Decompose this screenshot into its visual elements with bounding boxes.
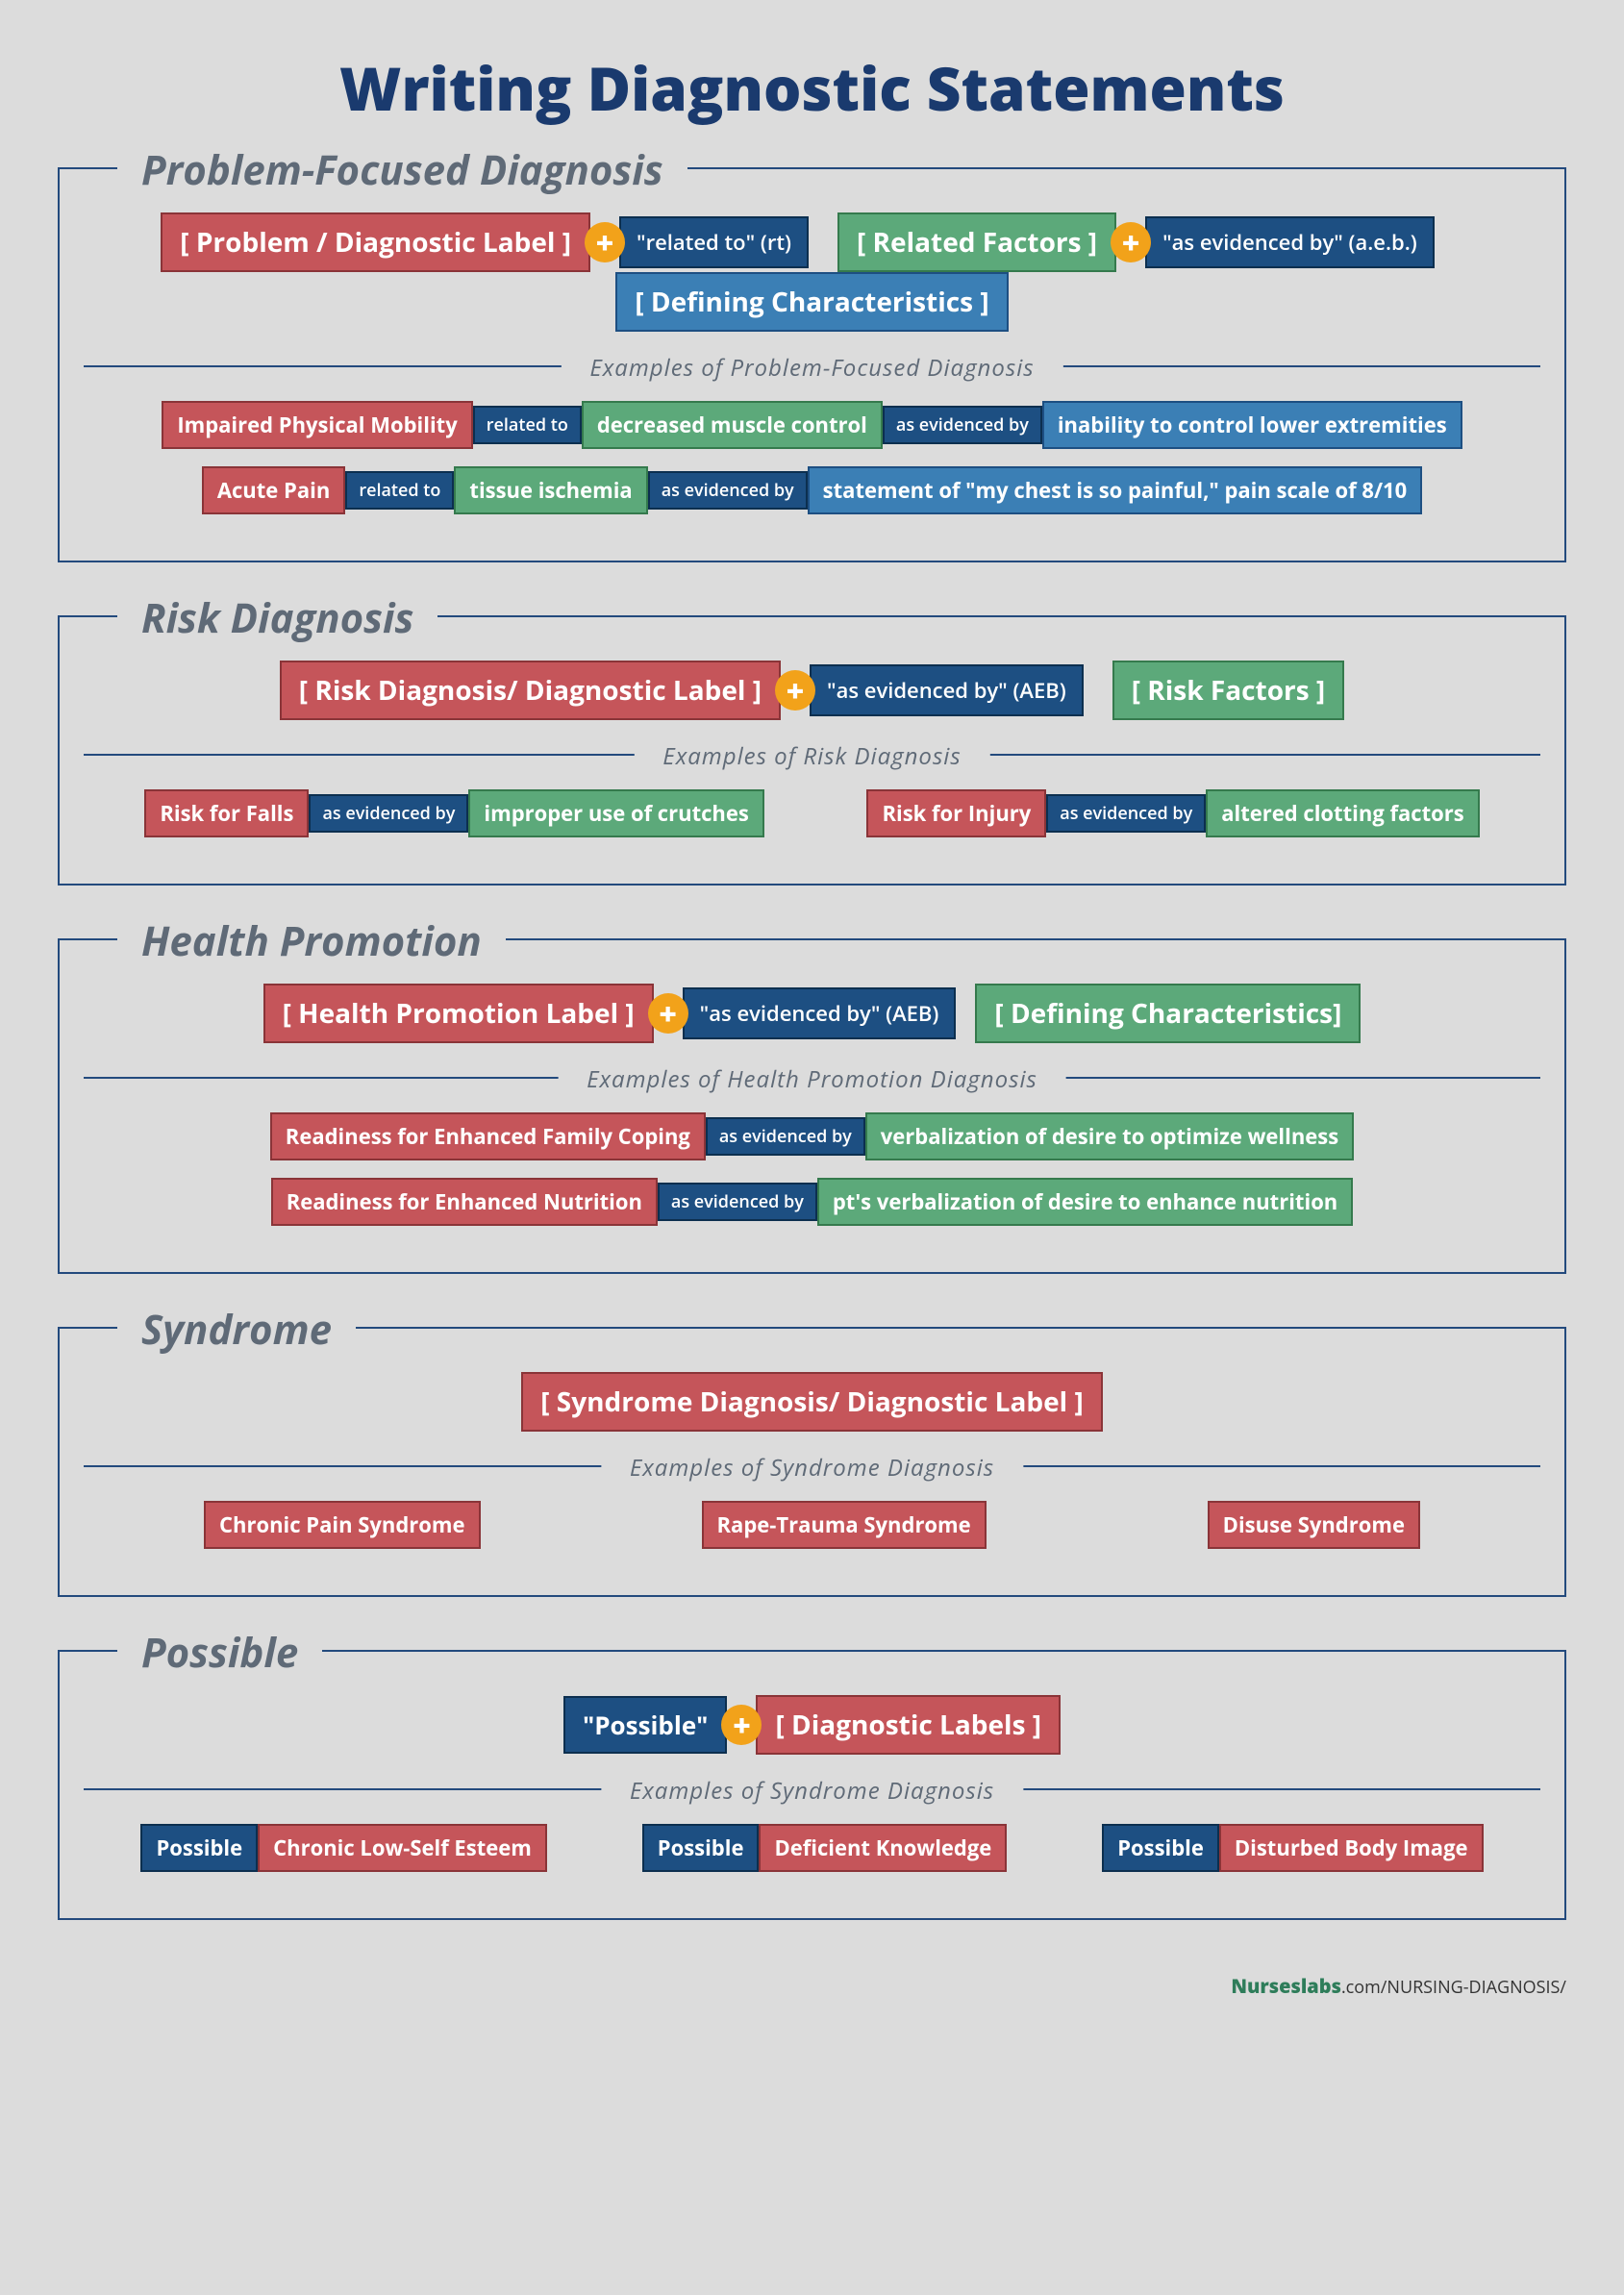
examples-title: Examples of Syndrome Diagnosis xyxy=(601,1452,1023,1484)
examples-block: Examples of Health Promotion Diagnosis R… xyxy=(84,1077,1540,1226)
label-health-promotion: [ Health Promotion Label ] xyxy=(263,984,654,1043)
ex-syndrome: Chronic Pain Syndrome xyxy=(204,1501,481,1549)
footer-brand: Nurseslabs xyxy=(1231,1973,1341,1999)
ex-connector: as evidenced by xyxy=(309,794,468,833)
section-risk: Risk Diagnosis [ Risk Diagnosis/ Diagnos… xyxy=(58,615,1566,886)
label-risk-factors: [ Risk Factors ] xyxy=(1112,661,1344,720)
ex-connector: related to xyxy=(473,406,582,444)
example-row: Risk for Falls as evidenced by improper … xyxy=(93,789,1531,837)
connector-aeb: "as evidenced by" (AEB) xyxy=(810,664,1084,716)
label-diagnostic-labels: [ Diagnostic Labels ] xyxy=(756,1695,1061,1755)
section-title: Possible xyxy=(117,1625,322,1680)
footer-path: .com/NURSING-DIAGNOSIS/ xyxy=(1341,1976,1566,1999)
ex-health-label: Readiness for Enhanced Nutrition xyxy=(271,1178,658,1226)
ex-risk: Risk for Injury xyxy=(866,789,1046,837)
ex-defining: verbalization of desire to optimize well… xyxy=(865,1112,1354,1160)
label-related-factors: [ Related Factors ] xyxy=(837,212,1116,272)
section-title: Syndrome xyxy=(117,1302,356,1357)
ex-defining: statement of "my chest is so painful," p… xyxy=(808,466,1423,514)
section-title: Risk Diagnosis xyxy=(117,590,437,645)
ex-connector: as evidenced by xyxy=(883,406,1042,444)
ex-possible-label: Deficient Knowledge xyxy=(759,1824,1007,1872)
examples-block: Examples of Syndrome Diagnosis Possible … xyxy=(84,1788,1540,1872)
examples-title: Examples of Risk Diagnosis xyxy=(634,740,989,772)
example-row: Acute Pain related to tissue ischemia as… xyxy=(93,466,1531,514)
ex-connector: as evidenced by xyxy=(648,471,808,510)
examples-block: Examples of Problem-Focused Diagnosis Im… xyxy=(84,365,1540,514)
section-health-promotion: Health Promotion [ Health Promotion Labe… xyxy=(58,938,1566,1274)
ex-possible-label: Chronic Low-Self Esteem xyxy=(258,1824,547,1872)
label-defining-characteristics: [ Defining Characteristics] xyxy=(975,984,1361,1043)
formula-row: [ Health Promotion Label ] + "as evidenc… xyxy=(84,984,1540,1043)
ex-connector: related to xyxy=(345,471,454,510)
example-row: Readiness for Enhanced Nutrition as evid… xyxy=(93,1178,1531,1226)
label-problem: [ Problem / Diagnostic Label ] xyxy=(161,212,590,272)
connector-aeb: "as evidenced by" (AEB) xyxy=(683,987,957,1039)
ex-syndrome: Disuse Syndrome xyxy=(1208,1501,1420,1549)
example-row: Chronic Pain Syndrome Rape-Trauma Syndro… xyxy=(93,1501,1531,1549)
label-syndrome: [ Syndrome Diagnosis/ Diagnostic Label ] xyxy=(521,1372,1102,1432)
ex-related-factors: decreased muscle control xyxy=(582,401,883,449)
ex-possible-tag: Possible xyxy=(642,1824,760,1872)
section-title: Health Promotion xyxy=(117,913,506,968)
ex-defining: inability to control lower extremities xyxy=(1042,401,1462,449)
footer-attribution: Nurseslabs.com/NURSING-DIAGNOSIS/ xyxy=(58,1973,1566,1999)
connector-related-to: "related to" (rt) xyxy=(619,216,809,268)
ex-connector: as evidenced by xyxy=(1046,794,1206,833)
plus-icon: + xyxy=(585,222,625,262)
formula-row: [ Syndrome Diagnosis/ Diagnostic Label ] xyxy=(84,1372,1540,1432)
ex-problem: Acute Pain xyxy=(202,466,346,514)
ex-possible-tag: Possible xyxy=(1102,1824,1219,1872)
formula-row: [ Risk Diagnosis/ Diagnostic Label ] + "… xyxy=(84,661,1540,720)
formula-row: "Possible" + [ Diagnostic Labels ] xyxy=(84,1695,1540,1755)
ex-risk: Risk for Falls xyxy=(144,789,309,837)
section-possible: Possible "Possible" + [ Diagnostic Label… xyxy=(58,1650,1566,1920)
example-row: Readiness for Enhanced Family Coping as … xyxy=(93,1112,1531,1160)
ex-possible-tag: Possible xyxy=(140,1824,258,1872)
ex-problem: Impaired Physical Mobility xyxy=(162,401,472,449)
ex-health-label: Readiness for Enhanced Family Coping xyxy=(270,1112,706,1160)
label-risk-diagnosis: [ Risk Diagnosis/ Diagnostic Label ] xyxy=(280,661,781,720)
section-problem-focused: Problem-Focused Diagnosis [ Problem / Di… xyxy=(58,167,1566,562)
examples-title: Examples of Syndrome Diagnosis xyxy=(601,1775,1023,1807)
example-row: Impaired Physical Mobility related to de… xyxy=(93,401,1531,449)
ex-defining: pt's verbalization of desire to enhance … xyxy=(817,1178,1353,1226)
page-title: Writing Diagnostic Statements xyxy=(58,48,1566,129)
connector-aeb: "as evidenced by" (a.e.b.) xyxy=(1145,216,1435,268)
examples-title: Examples of Problem-Focused Diagnosis xyxy=(561,352,1062,384)
plus-icon: + xyxy=(648,993,688,1034)
examples-block: Examples of Risk Diagnosis Risk for Fall… xyxy=(84,754,1540,837)
plus-icon: + xyxy=(775,670,815,711)
formula-row: [ Problem / Diagnostic Label ] + "relate… xyxy=(84,212,1540,332)
ex-connector: as evidenced by xyxy=(706,1117,865,1156)
ex-syndrome: Rape-Trauma Syndrome xyxy=(702,1501,987,1549)
ex-possible-label: Disturbed Body Image xyxy=(1219,1824,1484,1872)
section-syndrome: Syndrome [ Syndrome Diagnosis/ Diagnosti… xyxy=(58,1327,1566,1597)
ex-connector: as evidenced by xyxy=(658,1183,817,1221)
ex-related-factors: tissue ischemia xyxy=(454,466,647,514)
ex-risk-factors: altered clotting factors xyxy=(1206,789,1479,837)
example-row: Possible Chronic Low-Self Esteem Possibl… xyxy=(93,1824,1531,1872)
ex-risk-factors: improper use of crutches xyxy=(468,789,763,837)
examples-title: Examples of Health Promotion Diagnosis xyxy=(558,1063,1066,1095)
section-title: Problem-Focused Diagnosis xyxy=(117,142,687,197)
label-possible-prefix: "Possible" xyxy=(563,1696,728,1754)
plus-icon: + xyxy=(1111,222,1151,262)
examples-block: Examples of Syndrome Diagnosis Chronic P… xyxy=(84,1465,1540,1549)
label-defining-characteristics: [ Defining Characteristics ] xyxy=(615,272,1008,332)
